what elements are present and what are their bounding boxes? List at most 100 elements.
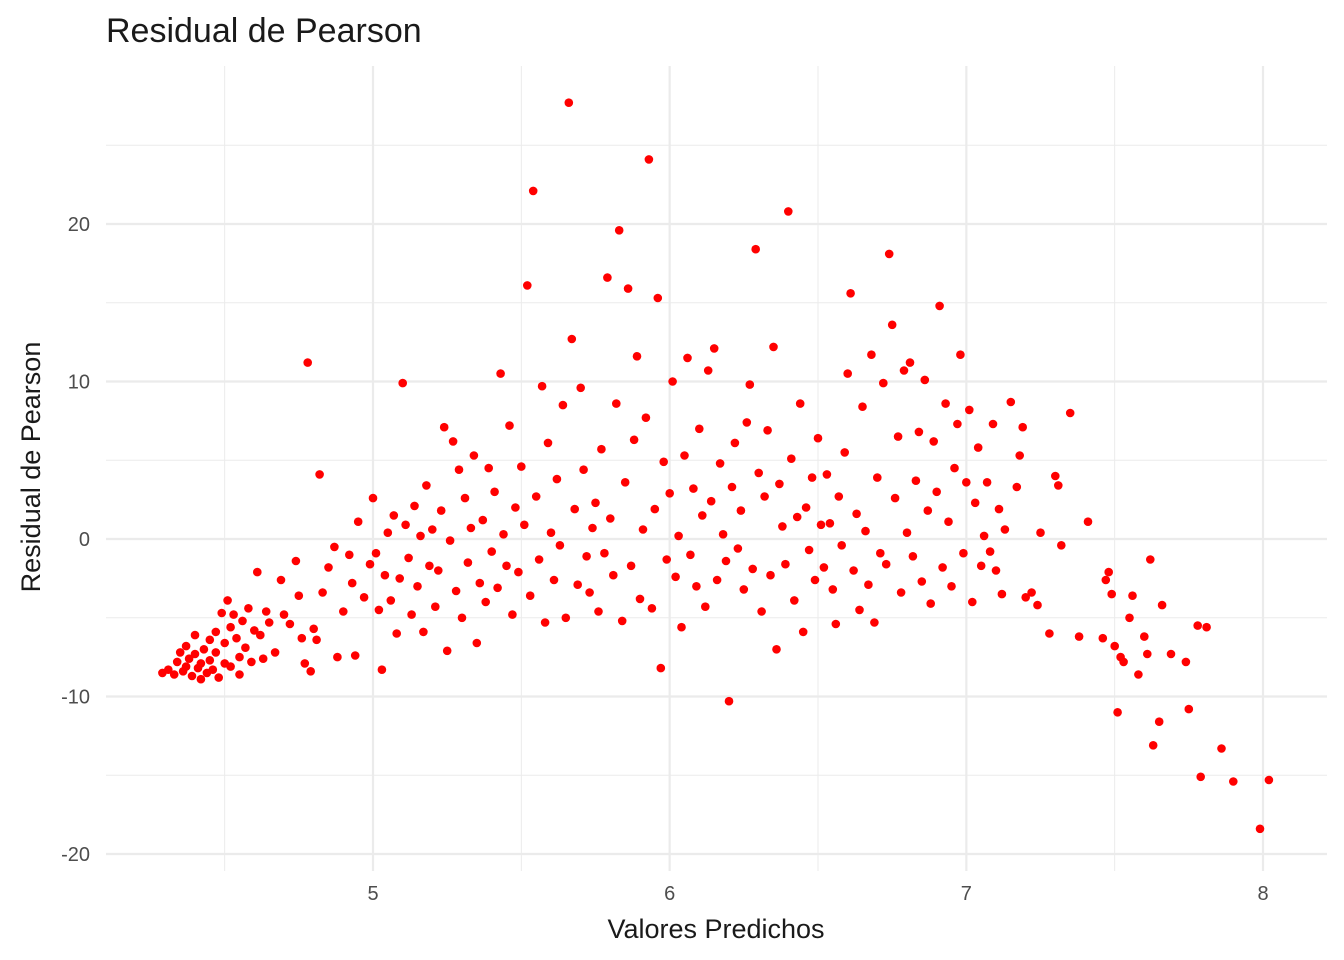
data-point <box>1015 451 1024 460</box>
data-point <box>487 547 497 556</box>
data-point <box>849 566 858 575</box>
data-point <box>493 583 502 593</box>
data-point <box>659 457 668 467</box>
data-point <box>345 550 354 560</box>
data-point <box>612 399 621 408</box>
data-point <box>976 561 986 571</box>
data-point <box>635 594 645 604</box>
data-point <box>695 424 704 434</box>
data-point <box>994 504 1004 514</box>
data-point <box>733 544 743 553</box>
data-point <box>822 470 832 479</box>
data-point <box>413 582 422 591</box>
data-point <box>941 399 950 408</box>
data-point <box>843 369 852 378</box>
data-point <box>1033 600 1042 610</box>
data-point <box>647 604 657 613</box>
data-point <box>371 548 381 558</box>
data-point <box>502 561 511 571</box>
data-point <box>543 438 553 448</box>
data-point <box>813 433 823 443</box>
data-point <box>270 648 280 657</box>
data-point <box>1098 633 1108 643</box>
data-point <box>926 599 935 608</box>
chart-title: Residual de Pearson <box>106 12 422 50</box>
data-point <box>867 350 876 360</box>
data-point <box>623 284 633 293</box>
data-point <box>671 572 680 582</box>
data-point <box>478 515 488 525</box>
data-point <box>285 619 295 629</box>
data-point <box>742 418 752 427</box>
data-point <box>597 444 606 454</box>
data-point <box>484 463 494 473</box>
data-point <box>828 585 838 594</box>
data-point <box>929 437 938 446</box>
data-point <box>1128 591 1137 600</box>
data-point <box>816 520 826 530</box>
data-point <box>730 438 740 448</box>
data-point <box>309 624 319 634</box>
data-point <box>674 531 683 541</box>
data-point <box>873 473 882 482</box>
data-point <box>653 293 663 303</box>
data-point <box>261 607 271 616</box>
data-point <box>656 663 666 673</box>
data-point <box>457 613 467 623</box>
data-point <box>258 654 268 663</box>
data-point <box>1181 657 1191 667</box>
data-point <box>374 605 384 615</box>
data-point <box>1036 528 1045 537</box>
data-point <box>558 400 568 410</box>
data-point <box>294 591 304 600</box>
x-axis-ticks: 5 6 7 8 <box>367 883 1268 905</box>
data-point <box>552 474 562 484</box>
grid-minor <box>106 66 1327 871</box>
data-point <box>973 443 983 452</box>
data-point <box>350 651 360 660</box>
data-point <box>603 273 612 282</box>
data-point <box>442 646 452 656</box>
data-point <box>831 619 841 629</box>
data-point <box>748 564 757 574</box>
data-point <box>997 589 1007 599</box>
data-point <box>425 561 434 571</box>
data-point <box>706 496 716 506</box>
data-point <box>899 366 909 375</box>
data-point <box>801 503 811 512</box>
data-point <box>881 559 891 569</box>
data-point <box>724 696 734 706</box>
data-point <box>701 602 710 611</box>
data-point <box>463 558 473 567</box>
data-point <box>721 556 731 566</box>
data-point <box>1101 575 1111 585</box>
data-point <box>920 375 930 385</box>
data-point <box>205 635 215 645</box>
data-point <box>792 512 802 522</box>
data-point <box>549 575 559 585</box>
data-point <box>870 618 879 627</box>
y-tick-label: -10 <box>61 687 90 709</box>
data-point <box>1083 517 1093 526</box>
data-point <box>226 662 235 671</box>
data-point <box>1154 717 1164 726</box>
data-point <box>819 563 829 572</box>
data-point <box>804 545 814 555</box>
data-point <box>1012 482 1022 492</box>
data-point <box>303 358 313 367</box>
data-point <box>896 588 906 597</box>
data-point <box>1065 408 1075 418</box>
y-tick-label: 10 <box>68 372 90 394</box>
data-point <box>582 552 591 561</box>
data-point <box>255 630 265 640</box>
data-point <box>1196 772 1205 782</box>
data-point <box>318 588 327 597</box>
data-point <box>496 369 505 378</box>
data-point <box>644 155 654 164</box>
data-point <box>573 580 582 589</box>
data-point <box>962 478 971 487</box>
data-point <box>1202 622 1211 632</box>
data-point <box>514 567 523 577</box>
data-point <box>757 607 766 616</box>
data-point <box>677 622 686 632</box>
